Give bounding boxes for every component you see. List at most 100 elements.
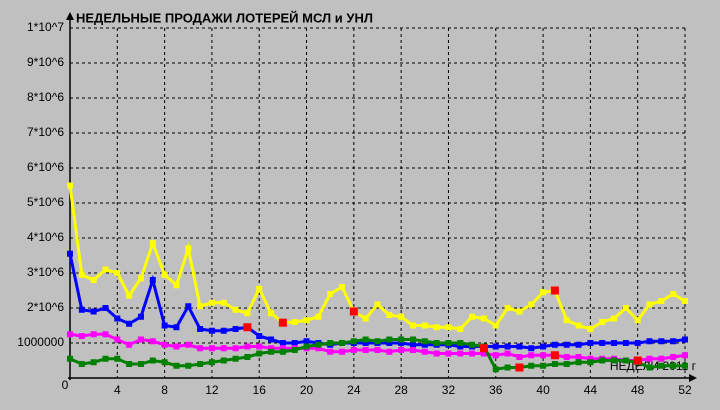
- point-marker: [185, 245, 192, 252]
- point-marker: [350, 338, 357, 345]
- point-marker: [78, 306, 85, 313]
- point-marker: [339, 284, 346, 290]
- x-tick-label: 48: [631, 383, 645, 397]
- point-marker: [445, 340, 452, 346]
- point-marker: [587, 355, 594, 362]
- point-marker: [173, 343, 180, 350]
- point-marker: [279, 348, 286, 355]
- x-tick-label: 4: [114, 383, 121, 397]
- point-marker: [197, 345, 204, 352]
- point-marker: [303, 338, 310, 345]
- point-marker: [339, 348, 346, 355]
- point-marker: [185, 341, 192, 348]
- point-marker: [362, 336, 369, 343]
- point-marker: [528, 345, 535, 352]
- point-marker: [682, 336, 688, 343]
- y-tick-label: 7*10^6: [27, 125, 64, 139]
- x-tick-label: 36: [489, 383, 503, 397]
- point-marker: [622, 340, 629, 346]
- point-marker: [504, 364, 511, 371]
- y-tick-label: 9*10^6: [27, 55, 64, 69]
- point-marker: [670, 338, 677, 345]
- point-marker: [516, 308, 523, 315]
- point-marker: [646, 355, 653, 362]
- point-marker: [563, 317, 570, 324]
- point-marker: [409, 347, 416, 353]
- point-marker: [339, 340, 346, 346]
- point-marker: [540, 352, 547, 359]
- point-marker: [433, 350, 440, 357]
- point-marker: [374, 301, 381, 308]
- point-marker: [682, 298, 688, 304]
- point-marker: [279, 345, 286, 352]
- point-marker: [256, 333, 263, 339]
- point-marker: [575, 341, 582, 348]
- point-marker: [445, 324, 452, 331]
- y-tick-label: 1*10^7: [27, 20, 64, 34]
- point-marker: [185, 303, 192, 310]
- point-marker: [126, 320, 133, 327]
- point-marker: [327, 340, 334, 346]
- point-marker: [327, 348, 334, 355]
- point-marker: [563, 354, 570, 360]
- point-marker: [658, 338, 665, 345]
- point-marker: [78, 271, 85, 278]
- point-marker: [197, 303, 204, 310]
- point-marker: [611, 357, 618, 364]
- point-marker: [457, 326, 464, 332]
- point-marker: [492, 352, 499, 359]
- x-tick-label: 0: [62, 378, 69, 392]
- point-marker: [208, 299, 215, 306]
- point-marker: [504, 343, 511, 350]
- point-marker: [244, 343, 251, 350]
- y-tick-label: 5*10^6: [27, 195, 64, 209]
- point-marker: [469, 350, 476, 357]
- point-marker: [114, 270, 121, 276]
- point-marker: [173, 362, 180, 369]
- point-marker: [102, 266, 109, 273]
- point-marker: [575, 322, 582, 329]
- point-marker: [315, 313, 322, 320]
- point-marker: [268, 310, 275, 317]
- point-marker: [114, 315, 121, 322]
- point-marker: [504, 305, 511, 311]
- x-tick-label: 24: [347, 383, 361, 397]
- point-marker: [409, 322, 416, 329]
- point-marker: [622, 305, 629, 311]
- point-marker: [232, 326, 239, 332]
- point-marker: [634, 340, 641, 346]
- point-marker: [528, 362, 535, 369]
- x-tick-label: 32: [442, 383, 456, 397]
- point-marker: [492, 322, 499, 329]
- x-tick-label: 16: [253, 383, 267, 397]
- point-marker: [575, 354, 582, 360]
- point-marker: [137, 275, 144, 282]
- point-marker: [504, 350, 511, 357]
- point-marker: [398, 340, 405, 346]
- point-marker: [126, 341, 133, 348]
- point-marker: [480, 315, 487, 322]
- x-tick-label: 8: [161, 383, 168, 397]
- point-marker: [350, 347, 357, 353]
- point-marker: [528, 301, 535, 308]
- point-marker: [279, 340, 286, 346]
- point-marker: [457, 340, 464, 346]
- point-marker: [540, 343, 547, 350]
- point-marker: [398, 336, 405, 343]
- chart-title: НЕДЕЛЬНЫЕ ПРОДАЖИ ЛОТЕРЕЙ МСЛ и УНЛ: [76, 10, 373, 25]
- point-marker: [670, 291, 677, 297]
- point-marker: [67, 250, 73, 257]
- point-marker: [480, 350, 487, 357]
- point-marker: [362, 347, 369, 353]
- point-marker: [398, 347, 405, 353]
- point-marker: [599, 340, 606, 346]
- point-marker: [587, 326, 594, 332]
- point-marker: [587, 340, 594, 346]
- x-axis-arrow: [689, 374, 697, 382]
- point-marker: [232, 345, 239, 352]
- point-marker: [208, 359, 215, 366]
- point-marker: [374, 347, 381, 353]
- y-tick-label: 8*10^6: [27, 90, 64, 104]
- point-marker: [149, 338, 156, 345]
